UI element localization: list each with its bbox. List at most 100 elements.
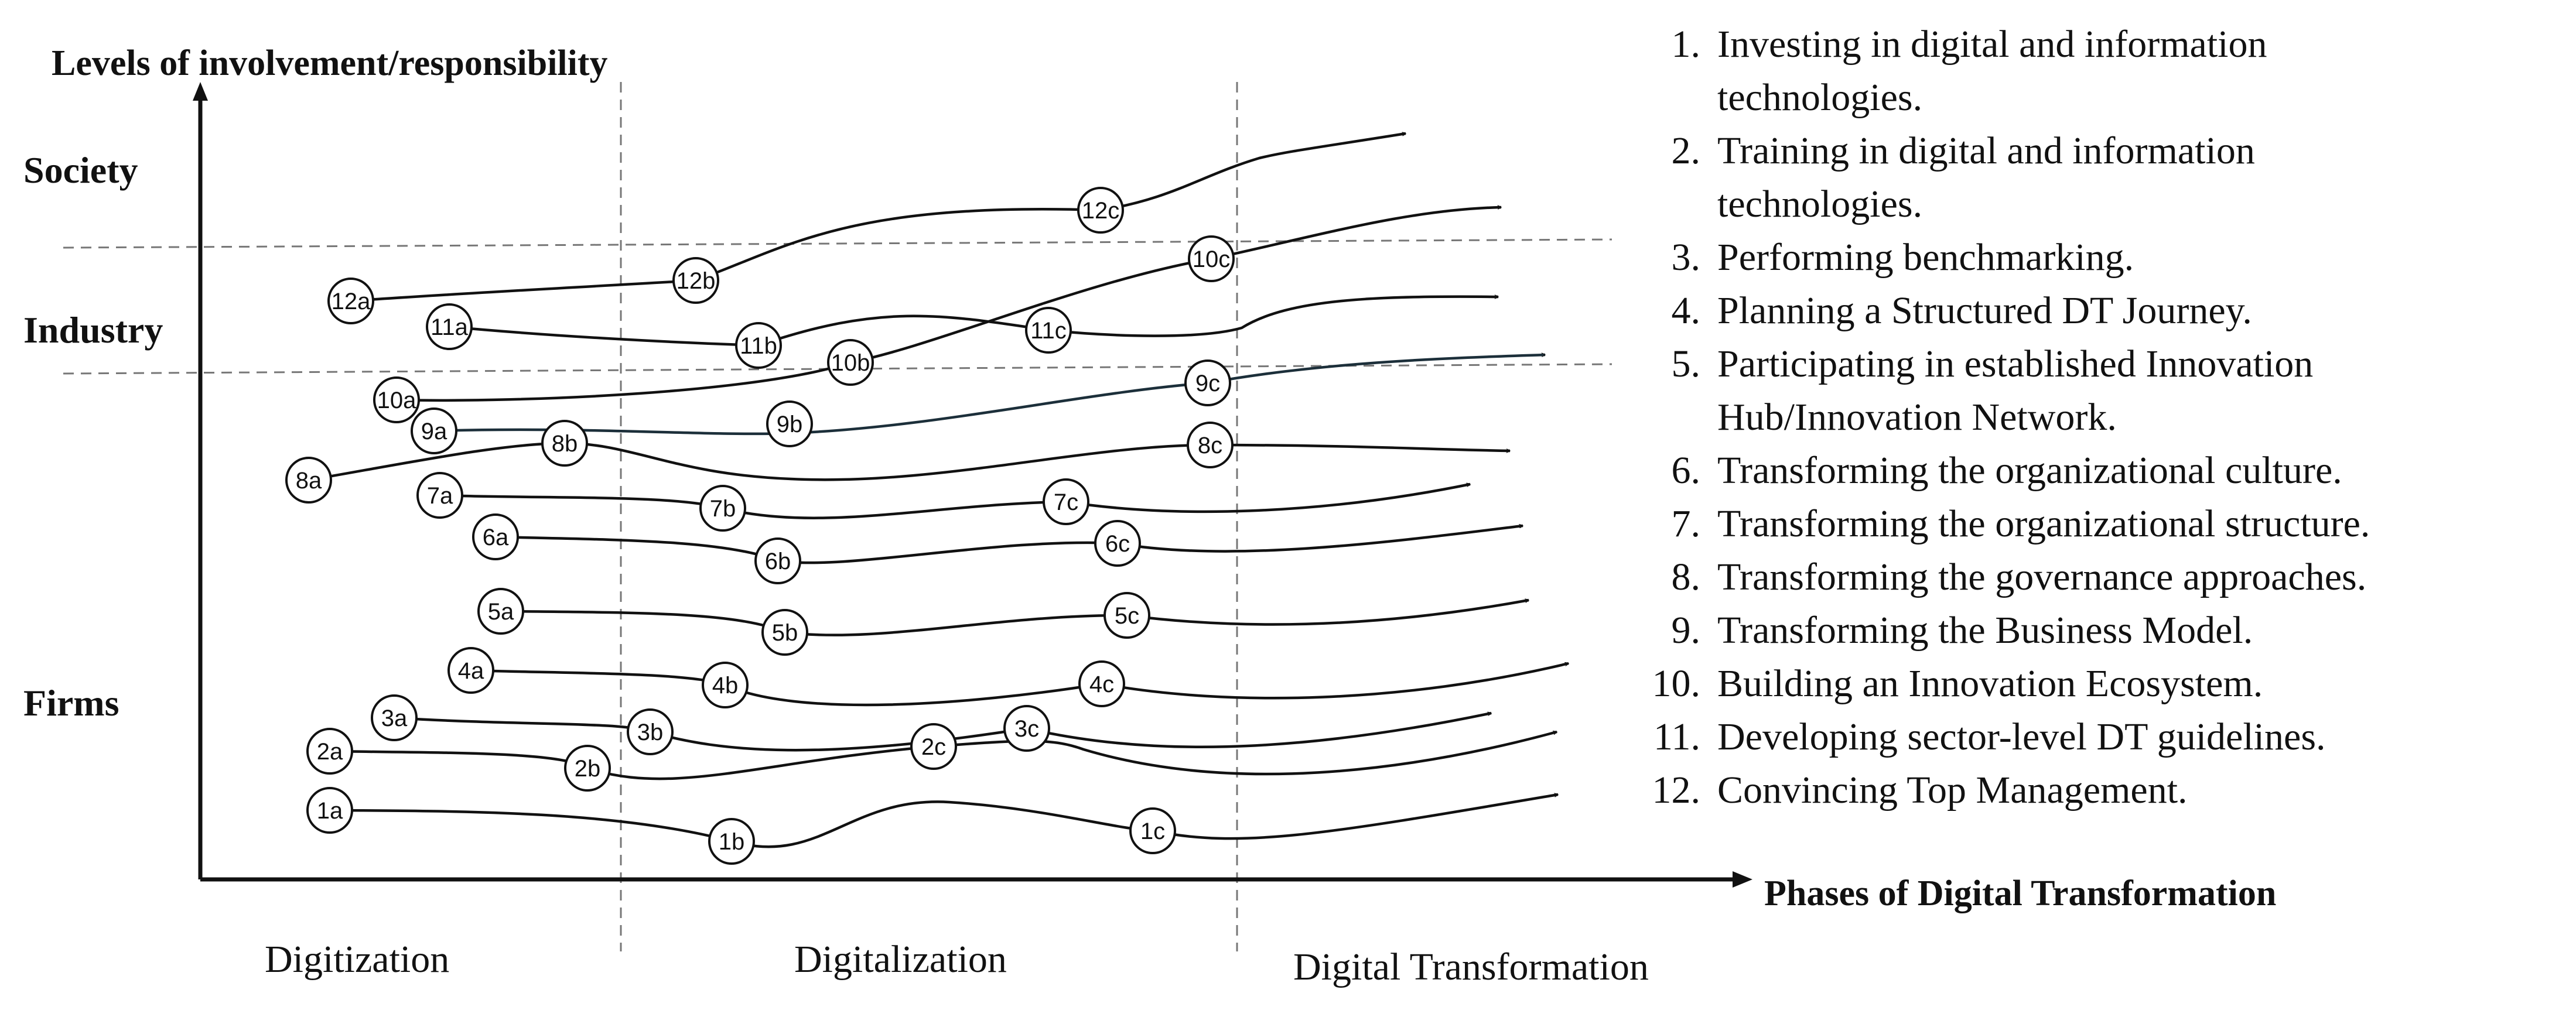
node-6a: 6a: [472, 513, 519, 560]
node-label: 8a: [296, 468, 322, 494]
trajectory-12: [350, 133, 1406, 303]
phase-digital-transformation: Digital Transformation: [1293, 946, 1649, 988]
node-label: 12c: [1082, 198, 1120, 224]
legend-item-11: 11. Developing sector-level DT guidelines…: [1653, 715, 2326, 758]
legend-number: 11.: [1653, 715, 1700, 758]
society-industry-divider: [63, 238, 1612, 249]
node-label: 6b: [765, 549, 791, 574]
node-label: 7b: [710, 496, 736, 522]
node-circle: [477, 588, 524, 635]
node-label: 1b: [719, 829, 745, 855]
initiative-nodes: 1a 1b 1c 2a 2b 2c 3a 3b 3c 4a 4b 4c 5a 5b 5c 6a 6b 6c 7a 7b…: [285, 187, 1235, 865]
legend-item-12: 12. Convincing Top Management.: [1652, 769, 2188, 811]
node-4c: 4c: [1078, 660, 1125, 707]
node-circle: [708, 818, 755, 865]
node-label: 11a: [431, 314, 469, 340]
node-4a: 4a: [447, 647, 494, 694]
node-circle: [735, 322, 782, 369]
node-circle: [327, 278, 374, 324]
legend-number: 12.: [1652, 769, 1701, 811]
legend-text: Developing sector-level DT guidelines.: [1717, 715, 2326, 758]
legend-number: 4.: [1672, 289, 1701, 332]
node-2b: 2b: [564, 745, 611, 792]
node-label: 10b: [831, 350, 870, 376]
node-label: 3c: [1014, 716, 1039, 742]
node-circle: [426, 303, 473, 350]
legend-text: Performing benchmarking.: [1717, 236, 2134, 279]
node-circle: [1078, 660, 1125, 707]
node-label: 8b: [552, 431, 578, 457]
node-circle: [1003, 705, 1050, 752]
node-12a: 12a: [327, 278, 374, 324]
legend-text: Hub/Innovation Network.: [1717, 396, 2117, 439]
legend-item-9: 9. Transforming the Business Model.: [1672, 609, 2253, 652]
node-9b: 9b: [766, 400, 813, 447]
node-circle: [827, 339, 874, 386]
node-7b: 7b: [699, 485, 746, 532]
node-circle: [306, 728, 353, 775]
node-label: 1c: [1140, 819, 1165, 844]
node-label: 1a: [317, 798, 343, 824]
y-axis-arrowhead: [193, 82, 208, 101]
node-circle: [761, 609, 808, 656]
node-label: 4c: [1089, 672, 1114, 697]
legend-item-6: 6. Transforming the organizational cultur…: [1672, 449, 2342, 492]
node-7c: 7c: [1043, 478, 1089, 525]
legend-number: 3.: [1672, 236, 1701, 279]
node-4b: 4b: [702, 662, 749, 708]
node-circle: [910, 723, 957, 770]
legend-number: 6.: [1672, 449, 1701, 492]
node-label: 10a: [377, 388, 416, 413]
legend-number: 2.: [1672, 129, 1701, 172]
node-label: 5a: [488, 599, 514, 625]
node-circle: [285, 457, 332, 504]
node-label: 9c: [1195, 371, 1220, 396]
node-label: 2b: [575, 756, 601, 782]
node-circle: [1184, 359, 1231, 406]
node-3b: 3b: [627, 708, 674, 755]
legend-item-5: 5. Participating in established Innovatio…: [1672, 343, 2314, 439]
trajectory-9: [433, 355, 1545, 436]
node-11b: 11b: [735, 322, 782, 369]
node-circle: [472, 513, 519, 560]
node-circle: [702, 662, 749, 708]
legend: 1. Investing in digital and information te…: [1652, 23, 2370, 811]
legend-text: Transforming the Business Model.: [1717, 609, 2253, 652]
x-axis-title: Phases of Digital Transformation: [1764, 874, 2276, 913]
legend-item-4: 4. Planning a Structured DT Journey.: [1672, 289, 2252, 332]
phase-digitization: Digitization: [265, 938, 449, 981]
node-label: 12a: [332, 289, 371, 314]
legend-item-10: 10. Building an Innovation Ecosystem.: [1652, 662, 2263, 705]
trajectory-4: [470, 663, 1569, 707]
level-firms: Firms: [23, 682, 119, 724]
node-label: 3a: [381, 706, 408, 731]
node-label: 10c: [1193, 246, 1231, 272]
trajectory-6: [495, 526, 1523, 564]
node-label: 11b: [740, 333, 777, 359]
level-industry: Industry: [23, 309, 163, 351]
node-label: 7c: [1054, 489, 1078, 515]
node-circle: [1188, 235, 1235, 282]
legend-text: Building an Innovation Ecosystem.: [1717, 662, 2263, 705]
node-circle: [373, 376, 420, 423]
node-5b: 5b: [761, 609, 808, 656]
legend-text: Transforming the organizational structur…: [1717, 502, 2370, 545]
legend-number: 5.: [1672, 343, 1701, 385]
legend-item-8: 8. Transforming the governance approaches…: [1672, 556, 2367, 598]
level-society: Society: [23, 149, 138, 191]
node-9c: 9c: [1184, 359, 1231, 406]
node-circle: [416, 472, 463, 519]
legend-number: 9.: [1672, 609, 1701, 652]
node-11c: 11c: [1025, 307, 1072, 354]
node-circle: [1103, 592, 1150, 639]
legend-text: Investing in digital and information: [1717, 23, 2267, 66]
node-5a: 5a: [477, 588, 524, 635]
node-10a: 10a: [373, 376, 420, 423]
node-label: 3b: [637, 720, 664, 745]
trajectory-8: [308, 441, 1510, 482]
legend-item-2: 2. Training in digital and information tec…: [1672, 129, 2255, 225]
node-label: 2c: [921, 734, 946, 760]
node-label: 12b: [677, 268, 716, 294]
node-circle: [699, 485, 746, 532]
node-6c: 6c: [1094, 520, 1141, 567]
